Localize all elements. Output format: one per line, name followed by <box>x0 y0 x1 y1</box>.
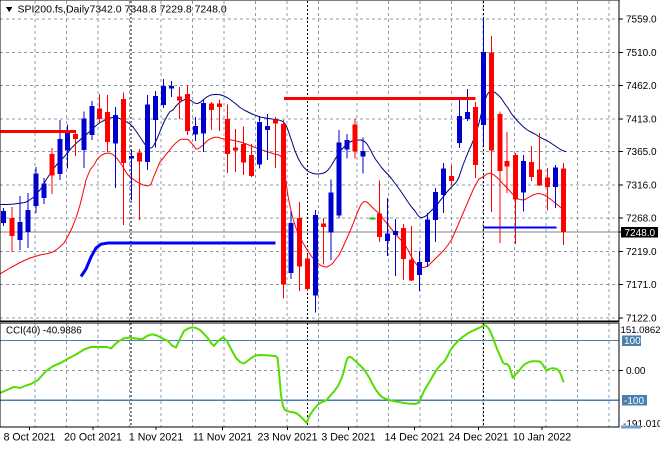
svg-text:7268.0: 7268.0 <box>626 214 657 225</box>
svg-text:7342.0 7348.8 7229.8 7248.0: 7342.0 7348.8 7229.8 7248.0 <box>90 4 227 16</box>
svg-text:7462.0: 7462.0 <box>626 81 657 92</box>
svg-text:14 Dec 2021: 14 Dec 2021 <box>384 432 444 444</box>
svg-text:-100: -100 <box>624 396 644 407</box>
svg-text:10 Jan 2022: 10 Jan 2022 <box>513 432 571 444</box>
svg-text:7559.0: 7559.0 <box>626 14 657 25</box>
svg-text:7122.0: 7122.0 <box>626 313 657 324</box>
svg-text:7365.0: 7365.0 <box>626 147 657 158</box>
svg-text:CCI(40) -40.9886: CCI(40) -40.9886 <box>6 326 82 337</box>
svg-text:23 Nov 2021: 23 Nov 2021 <box>257 432 317 444</box>
svg-text:SPI200.fs,Daily: SPI200.fs,Daily <box>18 4 91 16</box>
svg-text:20 Oct 2021: 20 Oct 2021 <box>64 432 122 444</box>
svg-text:24 Dec 2021: 24 Dec 2021 <box>448 432 508 444</box>
svg-text:7248.0: 7248.0 <box>625 228 656 239</box>
svg-text:7316.0: 7316.0 <box>626 181 657 192</box>
svg-text:7171.0: 7171.0 <box>626 280 657 291</box>
svg-text:8 Oct 2021: 8 Oct 2021 <box>4 432 56 444</box>
svg-text:7510.0: 7510.0 <box>626 48 657 59</box>
svg-text:3 Dec 2021: 3 Dec 2021 <box>321 432 375 444</box>
svg-text:11 Nov 2021: 11 Nov 2021 <box>193 432 252 444</box>
svg-text:7219.0: 7219.0 <box>626 247 657 258</box>
svg-text:151.0862: 151.0862 <box>621 325 660 336</box>
svg-text:0.00: 0.00 <box>626 366 646 377</box>
svg-text:7413.0: 7413.0 <box>626 114 657 125</box>
svg-text:1 Nov 2021: 1 Nov 2021 <box>129 432 183 444</box>
svg-text:100: 100 <box>624 336 641 347</box>
